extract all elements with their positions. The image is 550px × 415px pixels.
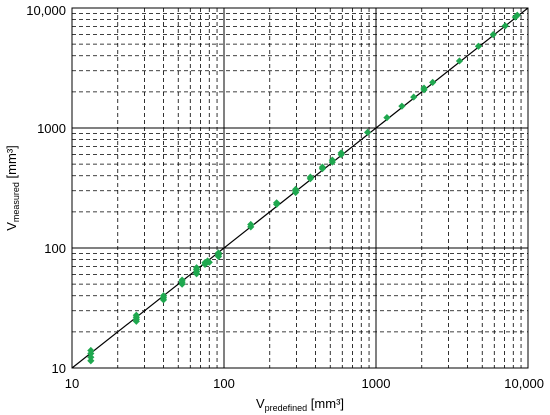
x-tick-label: 1000 xyxy=(362,376,391,391)
data-point xyxy=(306,173,314,181)
y-axis-label: Vmeasured [mm³] xyxy=(4,145,21,231)
data-point xyxy=(214,249,223,257)
data-point xyxy=(87,346,95,355)
data-points xyxy=(87,11,521,365)
identity-reference-line xyxy=(71,7,529,369)
data-point xyxy=(273,199,281,207)
data-point xyxy=(337,149,345,157)
data-point xyxy=(398,102,406,110)
x-axis-label: Vpredefined [mm³] xyxy=(256,396,344,413)
y-axis-label-unit: [mm³] xyxy=(4,145,19,182)
y-tick-label: 10 xyxy=(52,361,66,376)
y-axis-tick-labels: 10 100 1000 10,000 xyxy=(26,3,66,376)
data-point xyxy=(328,156,336,164)
y-axis-label-subscript: measured xyxy=(11,182,21,222)
y-tick-label: 1000 xyxy=(37,121,66,136)
x-axis-tick-labels: 10 100 1000 10,000 xyxy=(65,376,544,391)
y-tick-label: 100 xyxy=(44,241,66,256)
data-point xyxy=(513,11,521,19)
y-tick-label: 10,000 xyxy=(26,3,66,18)
data-point xyxy=(292,185,300,193)
x-axis-label-subscript: predefined xyxy=(265,403,308,413)
minor-grid xyxy=(72,8,528,368)
data-point xyxy=(489,31,497,39)
x-axis-label-main: V xyxy=(256,396,265,411)
data-point xyxy=(474,42,483,50)
data-point xyxy=(318,163,327,171)
data-point xyxy=(87,353,95,361)
data-point xyxy=(429,78,437,86)
data-point xyxy=(178,276,186,284)
y-axis-label-main: V xyxy=(4,222,19,231)
x-tick-label: 100 xyxy=(213,376,235,391)
x-axis-label-unit: [mm³] xyxy=(307,396,344,411)
data-point xyxy=(501,22,509,30)
x-tick-label: 10,000 xyxy=(504,376,544,391)
data-point xyxy=(159,292,168,300)
data-point xyxy=(410,93,418,101)
data-point xyxy=(455,57,464,65)
plot-area-frame xyxy=(71,7,529,369)
data-point xyxy=(420,84,428,92)
data-point xyxy=(383,114,391,122)
data-point xyxy=(363,128,372,136)
data-point xyxy=(132,311,140,319)
data-point xyxy=(192,264,201,272)
data-point xyxy=(205,258,213,266)
data-point xyxy=(247,220,255,229)
x-tick-label: 10 xyxy=(65,376,79,391)
